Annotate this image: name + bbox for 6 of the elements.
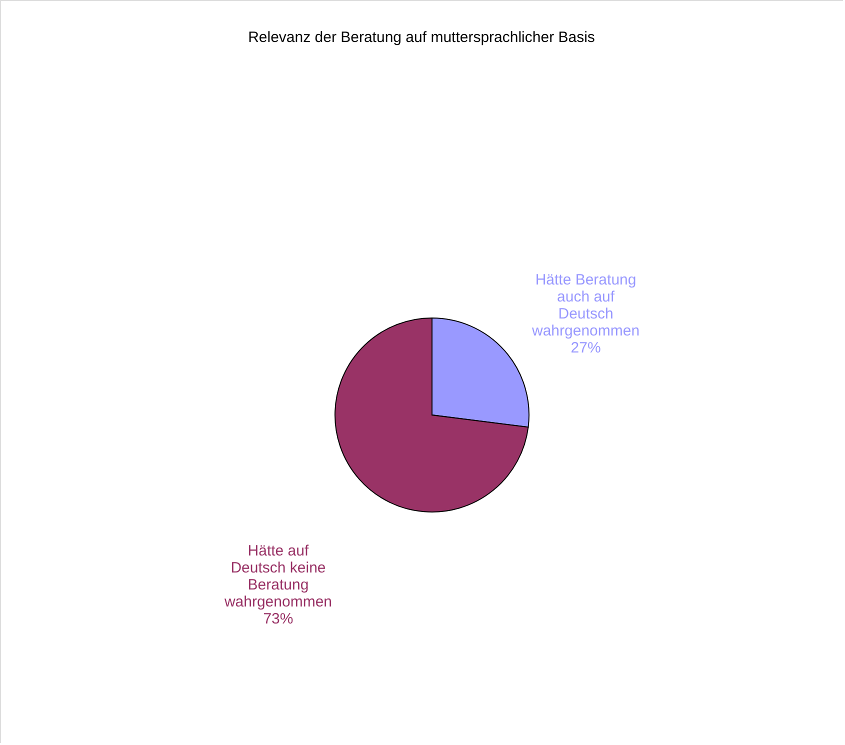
slice-label: Hätte auf Deutsch keine Beratung wahrgenommen [223, 542, 332, 611]
data-label: 73% [263, 610, 294, 628]
pie-slice [334, 318, 529, 512]
data-label: 27% [570, 339, 601, 356]
slice-label: Hätte Beratung auch auf Deutsch wahrgenommen [530, 271, 640, 340]
chart-title: Relevanz der Beratung auf muttersprachlicher Basis [248, 29, 595, 46]
